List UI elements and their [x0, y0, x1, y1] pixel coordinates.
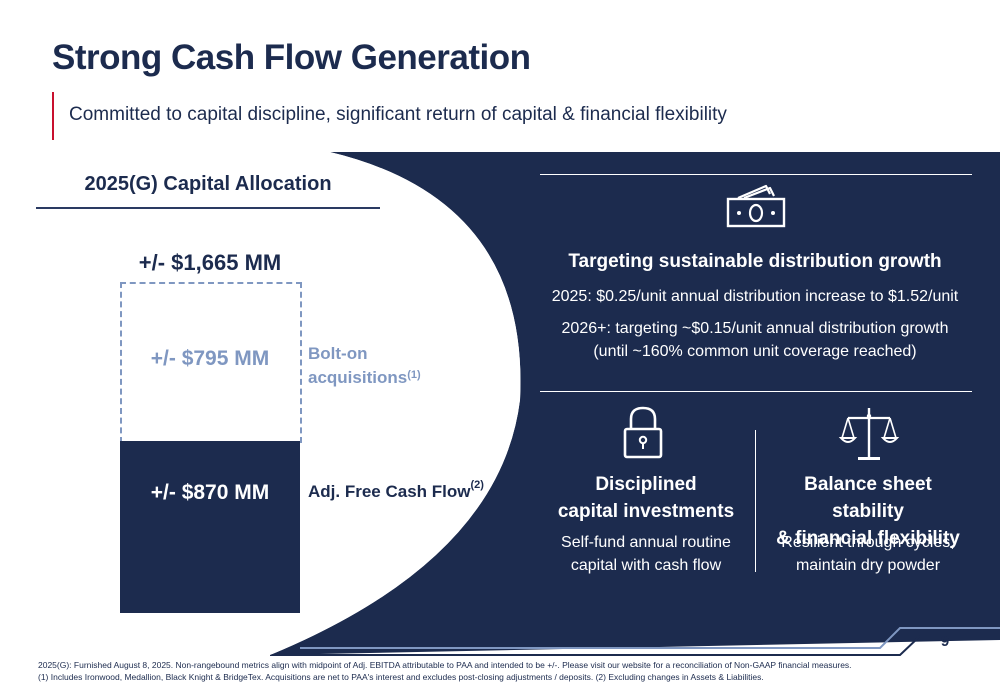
balance-sheet-heading-line1: Balance sheet stability: [804, 474, 932, 522]
page-number: 9: [940, 633, 950, 650]
investments-body-line1: Self-fund annual routine: [561, 534, 731, 551]
middle-divider: [540, 391, 972, 392]
investments-heading: Disciplined capital investments: [548, 471, 744, 525]
balance-sheet-heading-line2: & financial flexibility: [776, 528, 960, 549]
footnote-line-1: 2025(G): Furnished August 8, 2025. Non-r…: [38, 660, 852, 670]
balance-sheet-body-line2: maintain dry powder: [795, 557, 941, 574]
money-icon: [726, 184, 786, 228]
footnote-line-2: (1) Includes Ironwood, Medallion, Black …: [38, 672, 764, 682]
allocation-title-rule: [36, 207, 380, 209]
allocation-total: +/- $1,665 MM: [138, 250, 282, 275]
bolt-on-label: Bolt-on acquisitions(1): [308, 342, 438, 390]
bolt-on-label-line1: Bolt-on: [308, 344, 368, 363]
distribution-heading: Targeting sustainable distribution growt…: [568, 251, 942, 272]
free-cash-flow-bar: [120, 441, 300, 613]
balance-sheet-body-line1: Resilient through cycles;: [781, 534, 955, 551]
free-cash-flow-label: Adj. Free Cash Flow(2): [308, 479, 508, 502]
investments-body-line2: capital with cash flow: [570, 557, 722, 574]
balance-sheet-heading: Balance sheet stability & financial flex…: [766, 471, 970, 552]
distribution-line-coverage: (until ~160% common unit coverage reache…: [593, 343, 917, 360]
page-title: Strong Cash Flow Generation: [52, 38, 531, 77]
bolt-on-value: +/- $795 MM: [150, 347, 270, 370]
subtitle-accent-bar: [52, 92, 54, 140]
bolt-on-label-line2: acquisitions: [308, 368, 408, 387]
distribution-line-2025: 2025: $0.25/unit annual distribution inc…: [551, 288, 959, 305]
balance-sheet-body: Resilient through cycles; maintain dry p…: [766, 531, 970, 577]
investments-heading-line1: Disciplined: [595, 474, 697, 495]
bolt-on-footnote-ref: (1): [407, 369, 421, 381]
free-cash-flow-value: +/- $870 MM: [150, 481, 270, 504]
page-subtitle: Committed to capital discipline, signifi…: [69, 104, 727, 125]
investments-body: Self-fund annual routine capital with ca…: [548, 531, 744, 577]
investments-heading-line2: capital investments: [557, 501, 735, 522]
free-cash-flow-footnote-ref: (2): [470, 479, 484, 491]
lock-icon: [623, 406, 663, 459]
free-cash-flow-label-text: Adj. Free Cash Flow: [308, 482, 471, 501]
top-divider: [540, 174, 972, 175]
distribution-line-2026: 2026+: targeting ~$0.15/unit annual dist…: [561, 320, 949, 337]
scales-icon: [838, 408, 900, 460]
column-divider: [755, 430, 756, 572]
allocation-title: 2025(G) Capital Allocation: [84, 173, 332, 195]
